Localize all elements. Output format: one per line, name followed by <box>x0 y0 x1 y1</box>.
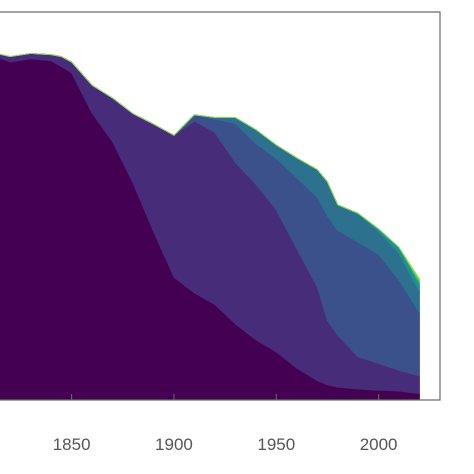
area-layers <box>0 53 420 400</box>
plot-border <box>0 11 441 401</box>
plot-frame <box>0 11 441 401</box>
x-axis: 1850 1900 1950 2000 <box>53 394 398 454</box>
x-tick-label: 1900 <box>155 435 193 454</box>
x-tick-label: 2000 <box>360 435 398 454</box>
area-series-8 <box>0 53 420 282</box>
x-tick-label: 1950 <box>257 435 295 454</box>
x-tick-label: 1850 <box>53 435 91 454</box>
